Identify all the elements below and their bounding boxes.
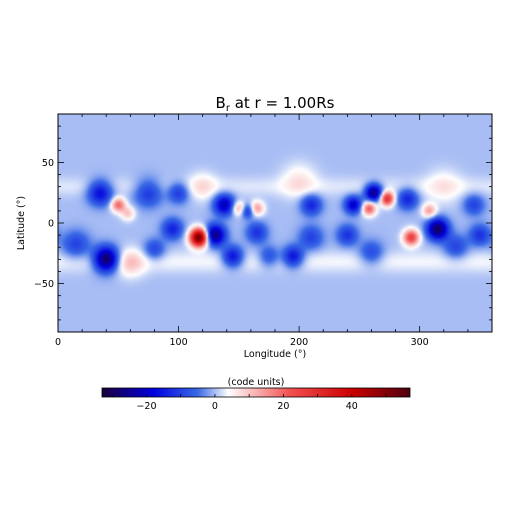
chart-title-main: B [216,94,226,112]
chart-title-suffix: at r = 1.00Rs [230,94,335,112]
y-tick-label: −50 [34,279,54,290]
colorbar-tick-label: 40 [346,401,358,412]
x-axis-label: Longitude (°) [244,349,306,360]
chart-title-subscript: r [226,103,231,114]
colorbar-tick-label: 20 [277,401,289,412]
x-tick-label: 200 [290,337,308,348]
heatmap-plot: 0 100 200 300 −50 0 50 [34,113,493,348]
colorbar-ticks: −20 0 20 40 [111,394,387,412]
y-axis-label: Latitude (°) [16,196,27,250]
colorbar-tick-label: −20 [136,401,156,412]
y-tick-label: 50 [42,158,54,169]
heatmap-image [58,114,492,332]
colorbar: (code units) −20 0 20 40 [101,377,411,412]
colorbar-tick-label: 0 [212,401,218,412]
x-tick-label: 0 [55,337,61,348]
colorbar-gradient [101,387,411,398]
y-tick-label: 0 [48,219,54,230]
x-tick-label: 300 [411,337,429,348]
colorbar-label: (code units) [228,377,285,388]
chart-title: Br at r = 1.00Rs [216,94,335,114]
x-tick-label: 100 [169,337,187,348]
x-axis-ticks: 0 100 200 300 [55,114,493,348]
y-axis-ticks: −50 0 50 [34,113,492,333]
